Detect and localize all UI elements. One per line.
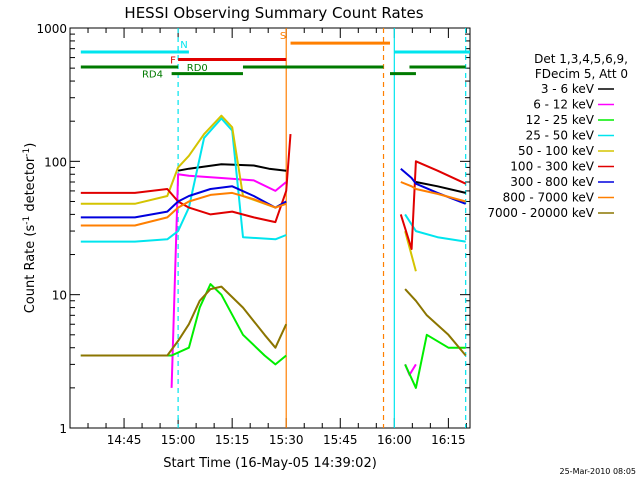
- x-tick-label: 15:00: [161, 433, 196, 447]
- x-tick-label: 15:30: [269, 433, 304, 447]
- series-line: [80, 283, 466, 389]
- y-axis-label: Count Rate (s-1 detector-1): [22, 143, 38, 314]
- legend-label: 300 - 800 keV: [510, 175, 594, 189]
- series-line: [170, 173, 417, 388]
- x-axis-label: Start Time (16-May-05 14:39:02): [163, 456, 377, 471]
- series-line: [80, 134, 467, 250]
- flag-label: RD4: [142, 70, 163, 81]
- series-line: [80, 285, 467, 357]
- legend-label: 3 - 6 keV: [541, 82, 595, 96]
- legend-header-2: FDecim 5, Att 0: [535, 67, 628, 81]
- flag-bars: NF S RD0 RD4: [80, 31, 470, 81]
- y-tick-label: 1000: [36, 22, 67, 36]
- x-tick-label: 16:15: [431, 433, 466, 447]
- series-line: [80, 117, 466, 243]
- legend-label: 7000 - 20000 keV: [487, 206, 594, 220]
- legend: Det 1,3,4,5,6,9, FDecim 5, Att 0 3 - 6 k…: [487, 52, 628, 220]
- x-tick-label: 16:00: [377, 433, 412, 447]
- chart-title: HESSI Observing Summary Count Rates: [124, 4, 423, 22]
- y-tick-label: 10: [52, 289, 67, 303]
- plot-frame: [69, 27, 471, 429]
- axis-ticks: [69, 28, 470, 429]
- legend-label: 6 - 12 keV: [533, 98, 595, 112]
- series-group: [80, 114, 467, 389]
- legend-header-1: Det 1,3,4,5,6,9,: [534, 52, 628, 66]
- y-tick-label: 100: [44, 155, 67, 169]
- flag-label: S: [280, 31, 286, 42]
- flag-label: RD0: [187, 63, 208, 74]
- legend-label: 50 - 100 keV: [518, 144, 595, 158]
- legend-label: 12 - 25 keV: [526, 113, 595, 127]
- legend-label: 800 - 7000 keV: [503, 191, 595, 205]
- event-lines: [177, 28, 467, 428]
- series-line: [80, 181, 466, 227]
- y-tick-labels: 1 10 100 1000: [36, 22, 67, 436]
- x-tick-label: 15:15: [215, 433, 250, 447]
- x-tick-labels: 14:45 15:00 15:15 15:30 15:45 16:00 16:15: [107, 433, 466, 447]
- x-tick-label: 14:45: [107, 433, 142, 447]
- flag-label: N: [180, 40, 187, 51]
- timestamp: 25-Mar-2010 08:05: [560, 467, 637, 476]
- flag-label: F: [170, 56, 176, 67]
- legend-label: 25 - 50 keV: [526, 129, 595, 143]
- x-tick-label: 15:45: [323, 433, 358, 447]
- legend-label: 100 - 300 keV: [510, 160, 594, 174]
- y-tick-label: 1: [59, 422, 67, 436]
